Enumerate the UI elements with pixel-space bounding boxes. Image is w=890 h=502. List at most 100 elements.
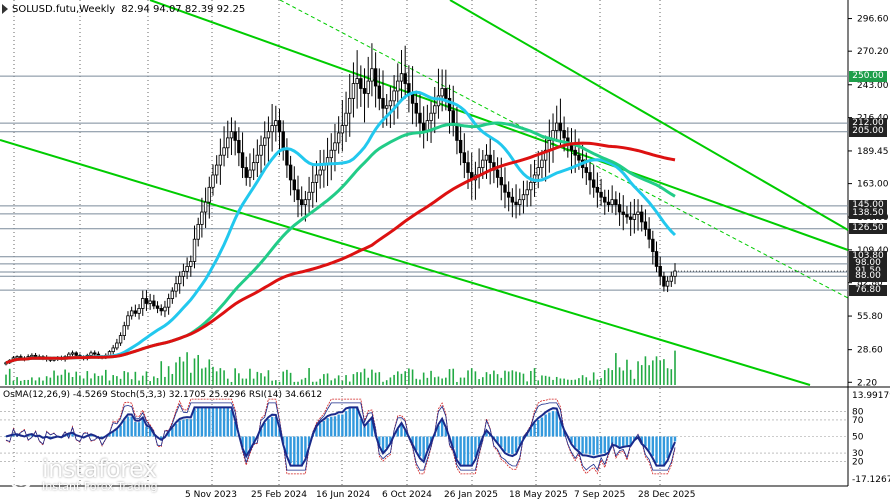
volume-bar bbox=[652, 360, 654, 385]
price-tick-label: 28.60 bbox=[857, 346, 883, 356]
candle-body bbox=[540, 159, 544, 168]
volume-bar bbox=[71, 376, 74, 385]
volume-bar bbox=[341, 380, 344, 385]
osma-bar bbox=[219, 406, 222, 437]
candle-body bbox=[118, 335, 123, 344]
volume-bar bbox=[182, 361, 185, 385]
candle-body bbox=[606, 201, 611, 206]
volume-bar bbox=[615, 353, 617, 385]
candle-body bbox=[170, 290, 175, 299]
osma-bar bbox=[437, 425, 440, 437]
candle-body bbox=[178, 275, 182, 285]
candle-body bbox=[440, 88, 444, 97]
ma-slow-line bbox=[5, 141, 676, 365]
osma-bar bbox=[67, 433, 71, 437]
volume-bar bbox=[116, 376, 118, 385]
osma-bar bbox=[89, 434, 93, 437]
candle-body bbox=[359, 78, 363, 89]
osma-bar bbox=[322, 420, 326, 437]
volume-bar bbox=[448, 369, 451, 385]
osma-bar bbox=[444, 428, 448, 437]
volume-bar bbox=[101, 375, 103, 385]
volume-bar bbox=[663, 359, 665, 385]
candle-body bbox=[588, 172, 592, 181]
candle-body bbox=[270, 125, 274, 133]
volume-bar bbox=[8, 368, 11, 385]
osma-bar bbox=[134, 422, 137, 437]
candle-body bbox=[425, 120, 430, 131]
osma-bar bbox=[548, 412, 551, 437]
osma-bar bbox=[160, 436, 163, 440]
volume-bar bbox=[345, 375, 347, 385]
candle-body bbox=[207, 186, 211, 203]
volume-bar bbox=[500, 377, 503, 385]
osma-bar bbox=[551, 410, 555, 437]
volume-bar bbox=[190, 372, 192, 385]
candle-body bbox=[30, 354, 34, 357]
indicator-tick-label: 20 bbox=[852, 457, 864, 467]
candle-body bbox=[93, 352, 97, 355]
volume-bar bbox=[382, 381, 384, 385]
candle-body bbox=[503, 184, 507, 193]
osma-bar bbox=[259, 428, 263, 437]
volume-bar bbox=[134, 371, 137, 385]
osma-bar bbox=[673, 436, 677, 442]
candle-body bbox=[407, 83, 411, 94]
volume-bar bbox=[34, 380, 37, 385]
candle-body bbox=[388, 100, 393, 107]
symbol-arrow-icon[interactable] bbox=[2, 4, 8, 14]
osma-bar bbox=[185, 419, 189, 437]
osma-bar bbox=[585, 436, 588, 454]
osma-bar bbox=[466, 436, 470, 467]
osma-bar bbox=[233, 422, 237, 437]
volume-bar bbox=[515, 371, 517, 385]
price-tick-label: 189.45 bbox=[857, 147, 889, 157]
osma-bar bbox=[285, 436, 289, 455]
volume-bar bbox=[64, 369, 66, 385]
instaforex-logo: instaforex Instant Forex Trading bbox=[4, 456, 158, 493]
volume-bar bbox=[49, 377, 52, 385]
candle-body bbox=[614, 199, 618, 206]
osma-bar bbox=[348, 406, 351, 437]
volume-bar bbox=[666, 368, 669, 385]
volume-bar bbox=[197, 354, 199, 385]
volume-bar bbox=[238, 373, 240, 385]
volume-bar bbox=[16, 377, 18, 385]
osma-bar bbox=[252, 436, 255, 443]
osma-bar bbox=[241, 436, 244, 448]
candle-body bbox=[621, 211, 625, 215]
candle-body bbox=[529, 181, 533, 191]
osma-bar bbox=[189, 419, 193, 437]
volume-bar bbox=[68, 372, 70, 385]
osma-bar bbox=[670, 436, 673, 450]
osma-bar bbox=[296, 436, 300, 467]
osma-bar bbox=[30, 434, 34, 437]
candle-body bbox=[314, 174, 319, 183]
osma-bar bbox=[300, 436, 303, 467]
volume-bar bbox=[219, 368, 222, 385]
osma-bar bbox=[352, 406, 355, 437]
osma-bar bbox=[148, 428, 152, 437]
indicator-tick-label: 30 bbox=[852, 449, 864, 459]
volume-bar bbox=[493, 370, 495, 385]
time-tick-label: 5 Nov 2023 bbox=[185, 490, 237, 500]
candle-body bbox=[163, 306, 167, 312]
volume-bar bbox=[596, 379, 599, 385]
candle-body bbox=[370, 68, 374, 82]
osma-bar bbox=[337, 414, 340, 437]
candle-body bbox=[610, 199, 614, 206]
candle-body bbox=[333, 142, 337, 151]
osma-bar bbox=[141, 419, 144, 437]
volume-bar bbox=[119, 378, 122, 385]
price-tick-label: 296.60 bbox=[857, 15, 889, 25]
volume-bar bbox=[526, 381, 528, 385]
osma-bar bbox=[318, 423, 322, 437]
candle-body bbox=[218, 154, 223, 166]
volume-bar bbox=[548, 376, 551, 385]
volume-bar bbox=[433, 377, 436, 385]
candle-body bbox=[525, 189, 529, 196]
osma-bar bbox=[381, 436, 385, 452]
candle-body bbox=[222, 147, 226, 156]
volume-bar bbox=[426, 377, 429, 385]
osma-bar bbox=[326, 418, 329, 437]
